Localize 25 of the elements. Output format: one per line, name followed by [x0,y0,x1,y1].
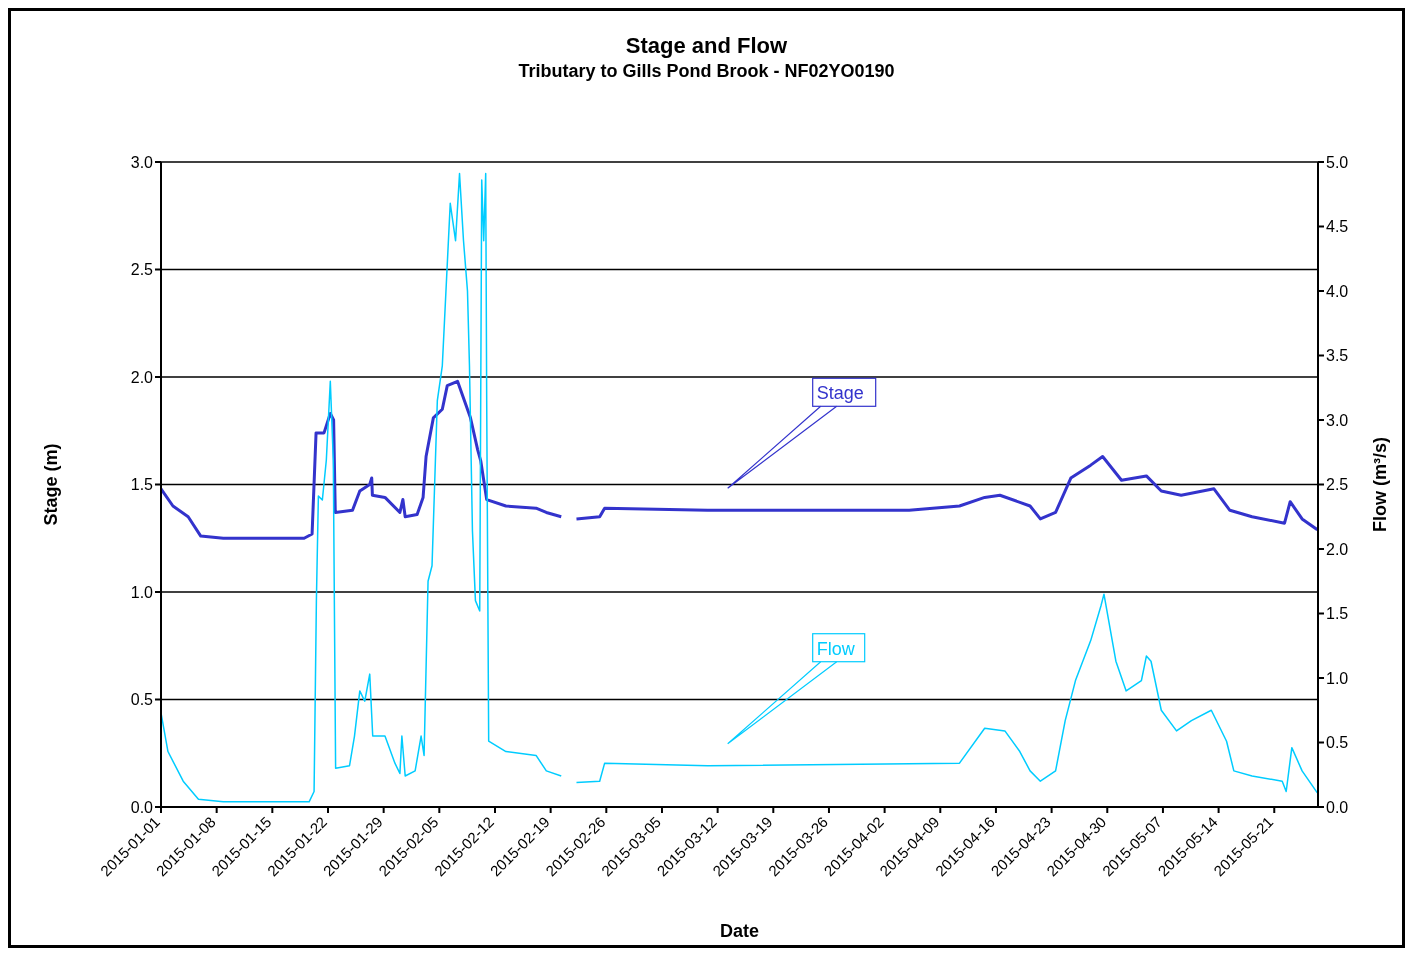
y2-tick-label: 2.5 [1326,476,1349,494]
text: Flow [816,638,856,659]
y2-tick-label: 3.5 [1326,347,1349,365]
y2-tick-label: 4.0 [1326,282,1349,300]
y-tick-label: 0.5 [130,691,154,709]
y2-tick-label: 2.0 [1326,540,1349,558]
y-tick-label: 3.0 [130,153,154,171]
chart-subtitle: Tributary to Gills Pond Brook - NF02YO0190 [517,61,896,82]
y2-axis-title: Flow (m³/s) [1370,437,1390,532]
chart-title: Stage and Flow [624,33,789,59]
text: Stage [816,383,864,404]
y2-tick-label: 3.0 [1326,411,1349,429]
y2-tick-label: 1.5 [1326,605,1349,623]
y2-tick-label: 1.0 [1326,669,1349,687]
y-tick-label: 1.5 [130,476,154,494]
y2-tick-label: 5.0 [1326,153,1349,171]
y-tick-label: 0.0 [130,798,154,816]
y2-tick-label: 0.0 [1326,798,1349,816]
y-axis-title: Stage (m) [41,443,62,526]
x-axis-title: Date [719,921,760,941]
y2-tick-label: 4.5 [1326,218,1349,236]
y2-tick-label: 0.5 [1326,734,1349,752]
y-tick-label: 2.0 [130,368,154,386]
y-tick-label: 1.0 [130,583,154,601]
y-tick-label: 2.5 [130,261,154,279]
